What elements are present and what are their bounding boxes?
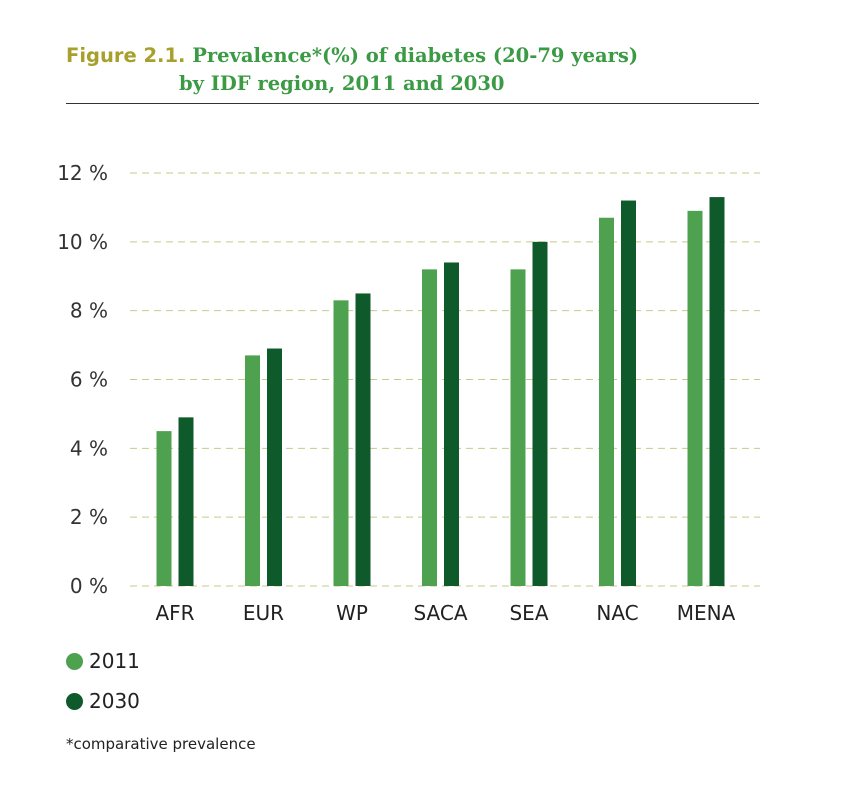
bar-2030-afr bbox=[178, 417, 194, 586]
legend-label-2030: 2030 bbox=[89, 689, 140, 713]
x-tick-label: SACA bbox=[413, 601, 467, 625]
y-tick-label: 4 % bbox=[70, 436, 108, 460]
chart-title: Figure 2.1. Prevalence*(%) of diabetes (… bbox=[66, 42, 638, 98]
bar-2030-wp bbox=[355, 293, 371, 586]
bar-2011-mena bbox=[687, 210, 703, 586]
title-line-2: by IDF region, 2011 and 2030 bbox=[179, 72, 505, 95]
y-tick-label: 10 % bbox=[57, 230, 108, 254]
x-tick-label: AFR bbox=[155, 601, 194, 625]
x-tick-label: SEA bbox=[509, 601, 548, 625]
x-tick-label: NAC bbox=[596, 601, 638, 625]
y-tick-label: 12 % bbox=[57, 161, 108, 185]
bar-2030-sea bbox=[532, 241, 548, 587]
title-line-1: Prevalence*(%) of diabetes (20-79 years) bbox=[192, 44, 639, 67]
bar-chart: 0 % 2 % 4 % 6 % 8 % 10 % 12 % AFR EUR WP SACA SEA NA… bbox=[57, 161, 760, 625]
figure-label: Figure 2.1. bbox=[66, 44, 186, 67]
legend-item-2030: 2030 bbox=[66, 688, 140, 714]
legend-item-2011: 2011 bbox=[66, 648, 140, 674]
legend-swatch-2030 bbox=[66, 692, 83, 710]
legend: 2011 2030 bbox=[66, 648, 140, 728]
bar-2030-nac bbox=[621, 200, 636, 587]
bar-2030-mena bbox=[709, 197, 725, 586]
x-tick-label: MENA bbox=[677, 601, 736, 625]
y-tick-label: 2 % bbox=[70, 505, 108, 529]
legend-swatch-2011 bbox=[66, 652, 83, 670]
y-tick-label: 8 % bbox=[70, 299, 108, 323]
bar-2011-eur bbox=[245, 355, 260, 586]
x-tick-label: EUR bbox=[243, 601, 284, 625]
bar-2030-eur bbox=[267, 348, 282, 586]
y-tick-label: 6 % bbox=[70, 368, 108, 392]
bar-2030-saca bbox=[444, 262, 459, 586]
bar-2011-sea bbox=[510, 269, 526, 586]
title-divider bbox=[66, 103, 759, 104]
footnote: *comparative prevalence bbox=[66, 735, 256, 753]
bar-2011-nac bbox=[599, 217, 614, 586]
bar-2011-wp bbox=[333, 300, 349, 586]
x-tick-label: WP bbox=[336, 601, 368, 625]
bar-2011-saca bbox=[422, 269, 437, 586]
bar-2011-afr bbox=[156, 431, 172, 586]
y-tick-label: 0 % bbox=[70, 574, 108, 598]
legend-label-2011: 2011 bbox=[89, 649, 140, 673]
